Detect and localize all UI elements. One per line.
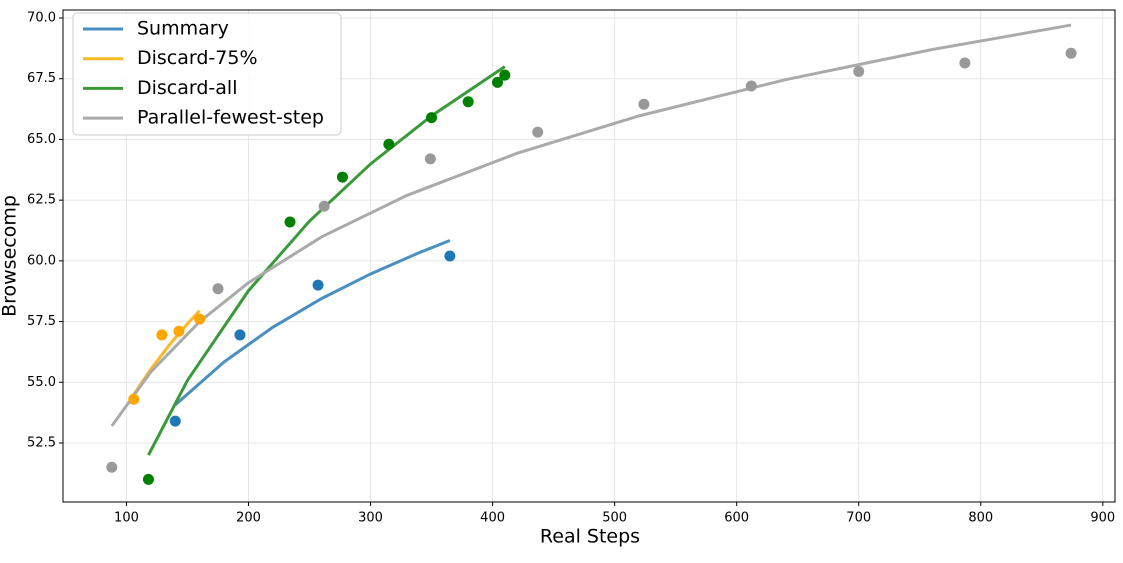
- y-tick-label: 60.0: [27, 253, 56, 268]
- point: [462, 96, 474, 108]
- point: [491, 76, 503, 88]
- x-tick-label: 200: [236, 511, 261, 526]
- fit-line: [110, 23, 1072, 427]
- point: [745, 80, 757, 92]
- point: [638, 98, 650, 110]
- point: [853, 65, 865, 77]
- x-tick-label: 300: [358, 511, 383, 526]
- point: [1065, 47, 1077, 59]
- point: [284, 216, 296, 228]
- y-tick-label: 55.0: [27, 375, 56, 390]
- point: [156, 329, 168, 341]
- y-tick-label: 70.0: [27, 11, 56, 26]
- x-tick-label: 800: [968, 511, 993, 526]
- y-tick-label: 62.5: [27, 193, 56, 208]
- plot-frame: [62, 9, 1116, 503]
- point: [212, 283, 224, 295]
- point: [426, 112, 438, 124]
- y-tick-label: 52.5: [27, 435, 56, 450]
- y-tick-label: 67.5: [27, 71, 56, 86]
- x-tick-label: 400: [480, 511, 505, 526]
- point: [106, 461, 118, 473]
- fit-line: [174, 239, 451, 406]
- x-tick-label: 900: [1090, 511, 1115, 526]
- x-tick-label: 700: [846, 511, 871, 526]
- point: [194, 313, 206, 325]
- x-tick-label: 500: [602, 511, 627, 526]
- x-tick-label: 600: [724, 511, 749, 526]
- x-tick-label: 100: [114, 511, 139, 526]
- point: [336, 171, 348, 183]
- point: [444, 250, 456, 262]
- legend-label: Discard-75%: [137, 47, 258, 69]
- point: [424, 153, 436, 165]
- legend-box: [72, 12, 342, 136]
- y-tick-label: 65.0: [27, 132, 56, 147]
- legend-label: Parallel-fewest-step: [137, 107, 324, 129]
- point: [128, 393, 140, 405]
- point: [959, 57, 971, 69]
- point: [532, 126, 544, 138]
- point: [142, 473, 154, 485]
- point: [234, 329, 246, 341]
- y-tick-label: 57.5: [27, 314, 56, 329]
- legend-label: Discard-all: [137, 77, 238, 99]
- point: [169, 415, 181, 427]
- point: [499, 69, 511, 81]
- point: [383, 138, 395, 150]
- point: [318, 200, 330, 212]
- x-axis-label: Real Steps: [540, 526, 640, 548]
- point: [173, 325, 185, 337]
- point: [312, 279, 324, 291]
- y-axis-label: Browsecomp: [0, 195, 21, 317]
- legend-label: Summary: [137, 18, 229, 40]
